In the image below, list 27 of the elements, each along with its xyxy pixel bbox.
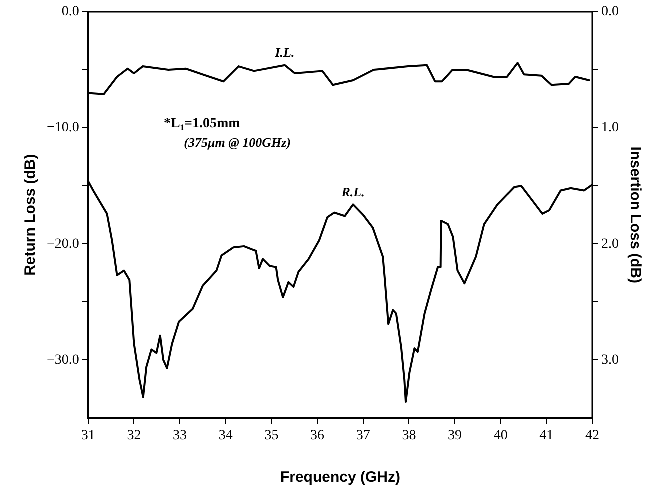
x-tick-label: 33 xyxy=(173,428,188,444)
y2-tick-label: 3.0 xyxy=(602,352,619,368)
series-label: R.L. xyxy=(340,184,365,200)
y-axis-title: Return Loss (dB) xyxy=(22,154,40,276)
y2-tick-label: 0.0 xyxy=(602,4,619,20)
y-tick-label: 0.0 xyxy=(62,4,80,20)
y-tick-label: −20.0 xyxy=(46,236,80,252)
y2-axis-title: Insertion Loss (dB) xyxy=(626,146,644,284)
x-tick-label: 36 xyxy=(310,428,325,444)
y2-tick-label: 2.0 xyxy=(602,236,619,252)
x-tick-label: 32 xyxy=(127,428,142,444)
x-tick-label: 35 xyxy=(264,428,279,444)
x-tick-label: 41 xyxy=(540,428,554,444)
x-axis-title: Frequency (GHz) xyxy=(280,469,400,486)
annotation: *L₁=1.05mm xyxy=(164,116,241,132)
x-tick-label: 34 xyxy=(218,428,233,444)
annotation: (375μm @ 100GHz) xyxy=(184,135,292,150)
x-tick-label: 40 xyxy=(494,428,508,444)
x-tick-label: 42 xyxy=(586,428,600,444)
y-tick-label: −10.0 xyxy=(46,120,80,136)
y-tick-label: −30.0 xyxy=(46,352,80,368)
x-tick-label: 38 xyxy=(402,428,416,444)
series-label: I.L. xyxy=(274,45,295,60)
x-tick-label: 39 xyxy=(448,428,462,444)
y2-tick-label: 1.0 xyxy=(602,120,619,136)
x-tick-label: 37 xyxy=(356,428,370,444)
x-tick-label: 31 xyxy=(81,428,96,444)
